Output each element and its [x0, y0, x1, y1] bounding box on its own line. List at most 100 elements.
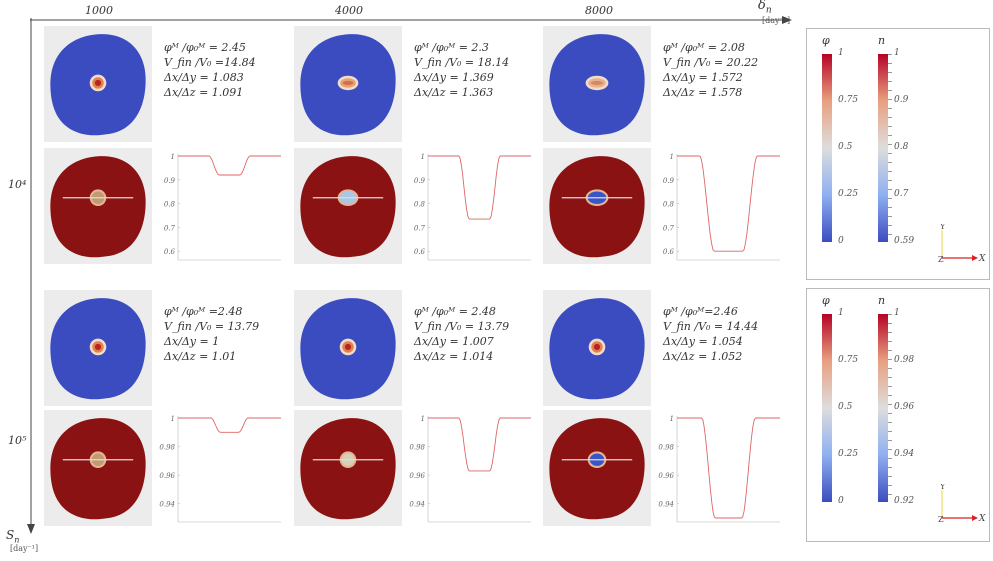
phi-panel — [294, 26, 402, 142]
phi-tick-label: 0.25 — [838, 449, 859, 459]
row-label-2: 10⁵ — [8, 434, 27, 447]
plot-tick-label: 0.8 — [414, 201, 426, 209]
x-axis-label: δn — [758, 0, 772, 16]
stat-line: V_fin /V₀ = 13.79 — [414, 320, 510, 333]
phi-colorbar — [822, 54, 832, 242]
phi-tick-label: 0.75 — [838, 95, 859, 105]
plot-tick-label: 0.9 — [414, 177, 426, 185]
phi-colorbar-title: φ — [822, 34, 830, 47]
stats-block: φᴹ /φ₀ᴹ = 2.45 V_fin /V₀ =14.84 Δx/Δy = 1.… — [164, 40, 256, 100]
stat-line: V_fin /V₀ = 14.44 — [663, 320, 759, 333]
plot-tick-label: 0.7 — [663, 224, 675, 232]
n-tick-label: 0.94 — [894, 449, 915, 459]
profile-curve — [428, 155, 531, 220]
stats-block: φᴹ /φ₀ᴹ=2.46 V_fin /V₀ = 14.44 Δx/Δy = 1.0… — [663, 304, 758, 364]
phi-colorbar — [822, 314, 832, 502]
axis-x-label: X — [978, 254, 986, 264]
plot-tick-label: 0.98 — [658, 444, 674, 452]
phi-tick-label: 1 — [838, 48, 844, 58]
phi-panel — [294, 290, 402, 406]
plot-tick-label: 0.6 — [414, 248, 426, 256]
axis-y-label: Y — [939, 484, 946, 491]
profile-plot: 1 0.98 0.96 0.94 — [156, 410, 286, 528]
plot-tick-label: 1 — [670, 153, 674, 161]
profile-curve — [178, 155, 281, 176]
n-tick-label: 0.92 — [894, 496, 915, 506]
phi-tick-label: 0.5 — [838, 402, 853, 412]
stat-line: V_fin /V₀ =14.84 — [164, 56, 256, 69]
n-head-shape — [549, 418, 645, 520]
profile-plot-svg: 1 0.9 0.8 0.7 0.6 — [164, 153, 281, 261]
left-axis — [27, 18, 35, 534]
stats-block: φᴹ /φ₀ᴹ =2.48 V_fin /V₀ = 13.79 Δx/Δy = 1 Δ… — [164, 304, 259, 364]
head-outline — [300, 156, 396, 258]
stat-line: Δx/Δy = 1.083 — [164, 71, 244, 84]
y-axis-label: Sn — [6, 528, 20, 545]
plot-tick-label: 0.98 — [409, 444, 425, 452]
plot-tick-label: 0.94 — [159, 501, 175, 509]
phi-head-shape — [50, 34, 146, 136]
axis-z-label: Z — [938, 255, 944, 264]
n-tick-label: 0.98 — [894, 355, 915, 365]
phi-panel — [543, 290, 651, 406]
stats-block: φᴹ /φ₀ᴹ = 2.08 V_fin /V₀ = 20.22 Δx/Δy = 1… — [663, 40, 758, 100]
profile-plot-svg: 1 0.9 0.8 0.7 0.6 — [414, 153, 531, 261]
axis-triad-wrapper: Y Z X — [936, 222, 986, 268]
plot-tick-label: 1 — [421, 153, 425, 161]
tumor-center — [94, 343, 102, 351]
plot-tick-label: 0.98 — [159, 444, 175, 452]
phi-panel — [44, 26, 152, 142]
profile-plot: 1 0.9 0.8 0.7 0.6 — [406, 148, 536, 266]
head-outline — [300, 418, 396, 520]
stat-line: V_fin /V₀ = 18.14 — [414, 56, 510, 69]
plot-tick-label: 1 — [670, 415, 674, 423]
column-header-3: 8000 — [585, 4, 613, 17]
stat-line: Δx/Δy = 1.054 — [663, 335, 743, 348]
profile-plot-svg: 1 0.9 0.8 0.7 0.6 — [663, 153, 780, 261]
profile-plot-svg: 1 0.98 0.96 0.94 — [409, 415, 531, 523]
profile-plot: 1 0.9 0.8 0.7 0.6 — [156, 148, 286, 266]
axis-triad: Y Z X — [938, 482, 986, 524]
n-colorbar-title: n — [878, 294, 886, 307]
x-axis-arrowhead — [972, 255, 978, 261]
n-panel — [44, 148, 152, 264]
phi-tick-label: 1 — [838, 308, 844, 318]
plot-tick-label: 0.7 — [414, 224, 426, 232]
stats-block: φᴹ /φ₀ᴹ = 2.48 V_fin /V₀ = 13.79 Δx/Δy = 1… — [414, 304, 509, 364]
n-minor-ticks — [888, 54, 892, 242]
n-tick-label: 0.59 — [894, 236, 915, 246]
phi-tick-label: 0.25 — [838, 189, 859, 199]
plot-tick-label: 0.8 — [164, 201, 176, 209]
profile-curve — [428, 417, 531, 472]
plot-tick-label: 0.9 — [164, 177, 176, 185]
phi-tick-label: 0.75 — [838, 355, 859, 365]
n-tick-label: 0.96 — [894, 402, 915, 412]
n-head-shape — [549, 156, 645, 258]
tumor-center — [590, 80, 604, 86]
n-tick-label: 0.7 — [894, 189, 909, 199]
tumor-center — [94, 79, 102, 87]
plot-tick-label: 0.94 — [658, 501, 674, 509]
plot-tick-label: 0.96 — [159, 472, 175, 480]
head-outline — [549, 156, 645, 258]
stat-line: φᴹ /φ₀ᴹ = 2.08 — [663, 41, 745, 54]
head-outline — [549, 418, 645, 520]
x-axis-arrowhead — [972, 515, 978, 521]
stat-line: φᴹ /φ₀ᴹ = 2.48 — [414, 305, 496, 318]
tumor-center — [593, 343, 601, 351]
phi-panel — [44, 290, 152, 406]
legend-box-1 — [806, 28, 990, 280]
axis-x-label: X — [978, 514, 986, 524]
phi-tick-label: 0.5 — [838, 142, 853, 152]
x-axis-unit: [day⁻¹] — [762, 16, 791, 25]
stat-line: Δx/Δy = 1.369 — [414, 71, 494, 84]
phi-tick-label: 0 — [838, 236, 844, 246]
plot-tick-label: 0.9 — [663, 177, 675, 185]
profile-plot-svg: 1 0.98 0.96 0.94 — [159, 415, 281, 523]
stat-line: Δx/Δz = 1.052 — [663, 350, 743, 363]
plot-tick-label: 0.96 — [409, 472, 425, 480]
n-tick-label: 0.8 — [894, 142, 909, 152]
plot-tick-label: 0.96 — [658, 472, 674, 480]
n-tick-label: 0.9 — [894, 95, 909, 105]
phi-head-shape — [50, 298, 146, 400]
